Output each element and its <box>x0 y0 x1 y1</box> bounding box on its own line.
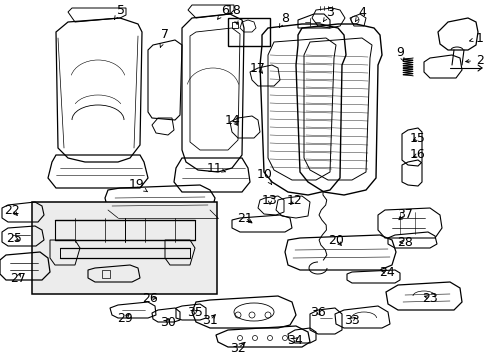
Text: 36: 36 <box>309 306 325 319</box>
Text: 7: 7 <box>160 28 169 47</box>
Text: 16: 16 <box>409 148 425 162</box>
Text: 37: 37 <box>396 208 412 221</box>
Text: 34: 34 <box>286 333 302 346</box>
Text: 19: 19 <box>129 179 147 192</box>
Text: 28: 28 <box>396 235 412 248</box>
Text: 32: 32 <box>230 342 245 355</box>
Text: 33: 33 <box>344 314 359 327</box>
Text: 15: 15 <box>409 131 425 144</box>
Text: 4: 4 <box>355 5 365 22</box>
Text: 30: 30 <box>160 315 176 328</box>
Text: 20: 20 <box>327 234 343 247</box>
Text: 26: 26 <box>142 292 158 305</box>
Text: 18: 18 <box>225 4 242 24</box>
Text: 14: 14 <box>224 113 241 126</box>
Text: 23: 23 <box>421 292 437 305</box>
Text: 24: 24 <box>378 266 394 279</box>
Bar <box>32 202 217 294</box>
Text: 29: 29 <box>117 311 133 324</box>
Text: 11: 11 <box>207 162 225 175</box>
Text: 3: 3 <box>323 5 333 22</box>
Text: 22: 22 <box>4 203 20 216</box>
Text: 35: 35 <box>187 306 203 319</box>
Text: 21: 21 <box>237 211 252 225</box>
Text: 13: 13 <box>262 194 277 207</box>
Text: 1: 1 <box>468 31 483 45</box>
Text: 9: 9 <box>395 45 403 62</box>
Bar <box>227 18 269 46</box>
Text: 17: 17 <box>249 62 265 75</box>
Text: 8: 8 <box>279 12 288 27</box>
Text: 6: 6 <box>217 4 228 19</box>
Text: 27: 27 <box>10 271 26 284</box>
Text: 10: 10 <box>257 168 272 184</box>
Text: 5: 5 <box>114 4 125 19</box>
Text: 31: 31 <box>202 314 218 327</box>
Text: 25: 25 <box>6 231 22 244</box>
Text: 12: 12 <box>286 194 302 207</box>
Text: 2: 2 <box>465 54 483 67</box>
